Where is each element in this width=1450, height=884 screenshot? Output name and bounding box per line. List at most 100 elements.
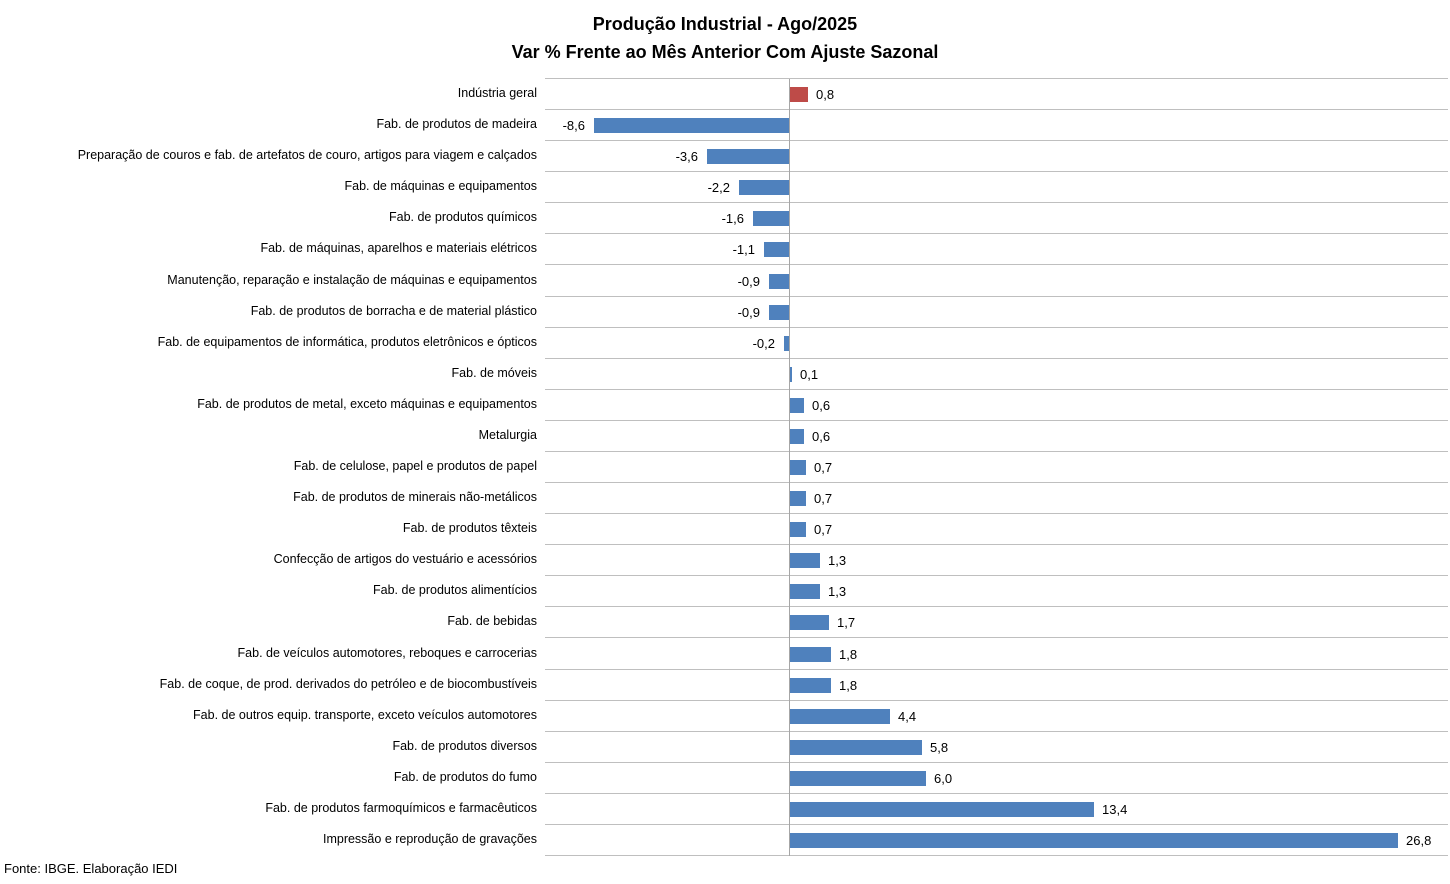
category-label: Fab. de produtos de minerais não-metálic… [293, 490, 537, 504]
bar [790, 833, 1398, 848]
chart-row [545, 359, 1448, 390]
bar-value-label: 1,8 [839, 678, 858, 693]
category-label: Fab. de equipamentos de informática, pro… [157, 335, 537, 349]
chart-title-line1: Produção Industrial - Ago/2025 [592, 14, 858, 34]
bar-value-label: 5,8 [930, 740, 949, 755]
category-label: Fab. de produtos de borracha e de materi… [250, 304, 537, 318]
category-label: Fab. de produtos alimentícios [373, 583, 537, 597]
category-label: Fab. de bebidas [447, 614, 537, 628]
bar-value-label: 6,0 [934, 771, 953, 786]
chart-row [545, 79, 1448, 110]
chart-row [545, 110, 1448, 141]
bar [790, 398, 804, 413]
category-label: Preparação de couros e fab. de artefatos… [77, 148, 537, 162]
chart-row [545, 483, 1448, 514]
bar-value-label: 0,7 [814, 522, 833, 537]
category-label: Fab. de outros equip. transporte, exceto… [193, 708, 537, 722]
category-label: Impressão e reprodução de gravações [322, 832, 537, 846]
bar-value-label: 0,6 [812, 429, 831, 444]
chart-row [545, 328, 1448, 359]
chart-row [545, 701, 1448, 732]
chart-row [545, 607, 1448, 638]
category-axis: Indústria geral Fab. de produtos de madei… [0, 78, 537, 855]
category-label: Fab. de veículos automotores, reboques e… [237, 646, 537, 660]
bar [790, 491, 806, 506]
bar [790, 522, 806, 537]
category-label: Fab. de coque, de prod. derivados do pet… [159, 677, 537, 691]
bar [790, 367, 792, 382]
chart-row [545, 265, 1448, 297]
bar-value-label: -2,2 [707, 180, 730, 195]
zero-axis-line [789, 79, 790, 856]
bar [790, 740, 922, 755]
bar-value-label: 1,7 [837, 615, 856, 630]
bar-value-label: -8,6 [562, 118, 585, 133]
bar [764, 242, 789, 257]
bar-value-label: 0,6 [812, 398, 831, 413]
bar-value-label: 0,8 [816, 87, 835, 102]
bar-value-label: 13,4 [1102, 802, 1128, 817]
bar-value-label: 26,8 [1406, 833, 1432, 848]
bar-value-label: 0,1 [800, 367, 819, 382]
category-label: Metalurgia [478, 428, 537, 442]
category-label: Fab. de produtos de madeira [376, 117, 537, 131]
bar [707, 149, 789, 164]
bar [769, 274, 789, 289]
bar [790, 87, 808, 102]
bar-value-label: 1,3 [828, 553, 847, 568]
chart-row [545, 452, 1448, 483]
category-label: Fab. de celulose, papel e produtos de pa… [293, 459, 537, 473]
bar [784, 336, 789, 351]
bar [790, 802, 1094, 817]
bar-value-label: 1,3 [828, 584, 847, 599]
chart-title: Produção Industrial - Ago/2025 Var % Fre… [0, 10, 1450, 66]
bar-value-label: -1,6 [721, 211, 744, 226]
bar-value-label: -1,1 [732, 242, 755, 257]
bar [790, 647, 831, 662]
bar-value-label: -0,9 [737, 274, 760, 289]
category-label: Manutenção, reparação e instalação de má… [167, 273, 537, 287]
bar-value-label: -0,9 [737, 305, 760, 320]
chart-row [545, 390, 1448, 421]
bar [769, 305, 789, 320]
category-label: Fab. de produtos do fumo [393, 770, 537, 784]
chart-row [545, 670, 1448, 701]
category-label: Indústria geral [457, 86, 537, 100]
category-label: Confecção de artigos do vestuário e aces… [273, 552, 537, 566]
category-label: Fab. de produtos farmoquímicos e farmacê… [265, 801, 537, 815]
category-label: Fab. de máquinas, aparelhos e materiais … [260, 241, 537, 255]
chart-row [545, 234, 1448, 265]
plot-area: 0,8 -8,6 -3,6 -2,2 -1,6 -1,1 -0,9 -0,9 -0,2 0,1 0,… [545, 78, 1448, 856]
bar [594, 118, 789, 133]
bar [790, 615, 829, 630]
chart-row [545, 172, 1448, 203]
bar [739, 180, 789, 195]
bar [753, 211, 789, 226]
chart-row [545, 141, 1448, 172]
source-note: Fonte: IBGE. Elaboração IEDI [4, 861, 178, 876]
bar [790, 429, 804, 444]
category-label: Fab. de máquinas e equipamentos [344, 179, 538, 193]
bar-value-label: -3,6 [675, 149, 698, 164]
bar-value-label: -0,2 [752, 336, 775, 351]
bar [790, 584, 820, 599]
bar-value-label: 0,7 [814, 491, 833, 506]
bar [790, 709, 890, 724]
chart-row [545, 794, 1448, 825]
category-label: Fab. de produtos de metal, exceto máquin… [197, 397, 537, 411]
chart-row [545, 825, 1448, 856]
category-label: Fab. de móveis [451, 366, 537, 380]
chart-row [545, 514, 1448, 545]
chart-row [545, 297, 1448, 328]
chart-row [545, 545, 1448, 576]
chart-row [545, 638, 1448, 670]
bar [790, 553, 820, 568]
chart-row [545, 576, 1448, 607]
bar-value-label: 1,8 [839, 647, 858, 662]
bar-value-label: 4,4 [898, 709, 917, 724]
chart-row [545, 763, 1448, 794]
bar [790, 460, 806, 475]
chart-title-line2: Var % Frente ao Mês Anterior Com Ajuste … [511, 42, 939, 62]
bar [790, 771, 926, 786]
